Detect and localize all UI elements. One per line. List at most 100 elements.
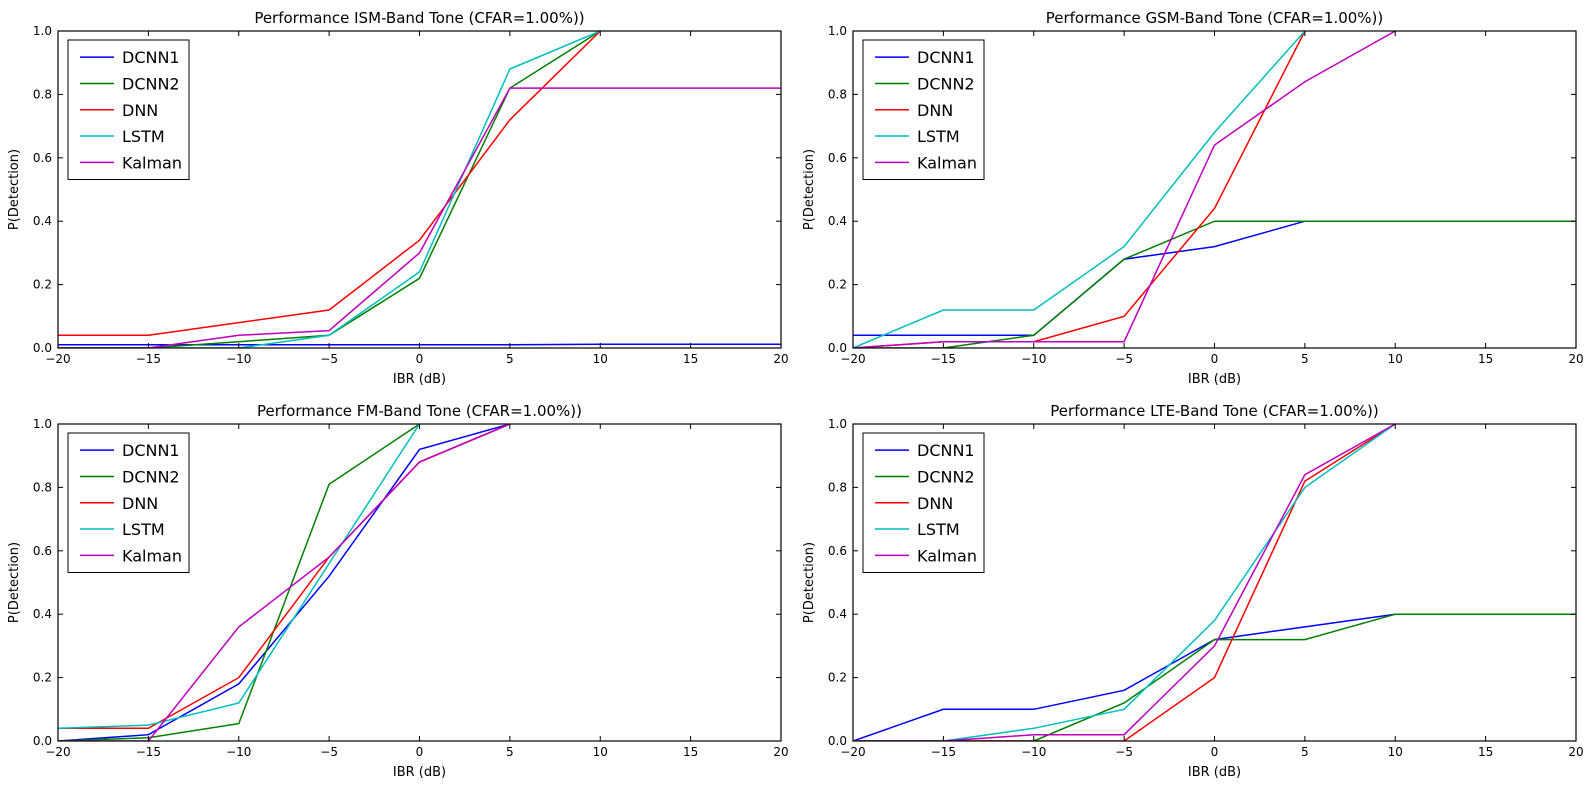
- x-tick-label: 20: [1568, 352, 1583, 366]
- y-tick-label: 0.4: [33, 607, 52, 621]
- legend: DCNN1 DCNN2 DNN LSTM Kalman: [67, 39, 190, 180]
- series-line-dnn: [58, 31, 601, 337]
- x-tick-label: 10: [1388, 745, 1403, 759]
- x-tick-label: −5: [1115, 352, 1133, 366]
- y-tick-label: 0.0: [828, 341, 847, 355]
- legend: DCNN1 DCNN2 DNN LSTM Kalman: [862, 432, 985, 573]
- y-tick-label: 0.0: [33, 734, 52, 748]
- chart-title: Performance GSM-Band Tone (CFAR=1.00%)): [1046, 9, 1384, 27]
- y-tick-label: 1.0: [828, 24, 847, 38]
- x-axis-label: IBR (dB): [1188, 372, 1241, 387]
- y-tick-label: 0.2: [33, 278, 52, 292]
- x-tick-label: −15: [931, 352, 956, 366]
- x-tick-label: 10: [1388, 352, 1403, 366]
- series-line-lstm: [853, 424, 1396, 741]
- series-group: [853, 31, 1576, 348]
- y-tick-label: 0.6: [828, 151, 847, 165]
- x-tick-label: −10: [226, 352, 251, 366]
- series-line-dcnn2: [853, 613, 1576, 741]
- x-tick-label: −5: [320, 352, 338, 366]
- chart-panel-0: Performance ISM-Band Tone (CFAR=1.00%)) −…: [7, 9, 789, 387]
- chart-panel-2: Performance FM-Band Tone (CFAR=1.00%)) −2…: [7, 402, 789, 780]
- legend-label: LSTM: [917, 127, 960, 146]
- legend-label: DCNN2: [122, 467, 180, 486]
- chart-title: Performance LTE-Band Tone (CFAR=1.00%)): [1050, 402, 1378, 420]
- y-tick-label: 0.2: [828, 671, 847, 685]
- chart-title: Performance FM-Band Tone (CFAR=1.00%)): [257, 402, 582, 420]
- series-line-dcnn2: [58, 424, 420, 741]
- y-tick-label: 0.4: [33, 214, 52, 228]
- x-tick-label: 15: [1478, 352, 1493, 366]
- y-tick-label: 1.0: [33, 417, 52, 431]
- x-tick-label: 5: [506, 352, 514, 366]
- series-line-lstm: [58, 424, 421, 730]
- x-tick-label: −20: [45, 745, 70, 759]
- chart-panel-1: Performance GSM-Band Tone (CFAR=1.00%)) −…: [802, 9, 1584, 387]
- series-line-dcnn2: [853, 220, 1576, 348]
- legend-label: DCNN1: [917, 441, 975, 460]
- y-axis-label: P(Detection): [7, 149, 22, 230]
- series-line-lstm: [58, 31, 601, 348]
- legend-label: Kalman: [917, 153, 977, 172]
- series-line-kalman: [853, 424, 1396, 741]
- legend-label: DNN: [122, 101, 158, 120]
- y-axis-label: P(Detection): [802, 149, 817, 230]
- y-tick-label: 0.8: [828, 480, 847, 494]
- x-tick-label: 15: [1478, 745, 1493, 759]
- x-tick-label: 15: [683, 745, 698, 759]
- x-tick-label: −15: [136, 745, 161, 759]
- series-line-kalman: [58, 424, 511, 741]
- y-axis-label: P(Detection): [7, 542, 22, 623]
- x-tick-label: 20: [773, 352, 788, 366]
- legend-label: DNN: [917, 494, 953, 513]
- x-tick-label: −20: [840, 745, 865, 759]
- y-tick-label: 0.6: [33, 151, 52, 165]
- legend: DCNN1 DCNN2 DNN LSTM Kalman: [862, 39, 985, 180]
- y-tick-label: 0.6: [828, 544, 847, 558]
- x-tick-label: −10: [226, 745, 251, 759]
- x-tick-label: 5: [1301, 352, 1309, 366]
- y-tick-label: 0.2: [33, 671, 52, 685]
- y-tick-label: 1.0: [828, 417, 847, 431]
- y-tick-label: 0.8: [33, 480, 52, 494]
- y-axis-label: P(Detection): [802, 542, 817, 623]
- x-tick-label: 10: [593, 745, 608, 759]
- x-tick-label: 0: [1211, 745, 1219, 759]
- legend-label: DCNN2: [917, 467, 975, 486]
- x-tick-label: 10: [593, 352, 608, 366]
- legend-label: DCNN1: [917, 48, 975, 67]
- x-tick-label: 20: [1568, 745, 1583, 759]
- y-tick-label: 1.0: [33, 24, 52, 38]
- legend-label: DCNN1: [122, 48, 180, 67]
- legend-label: LSTM: [122, 127, 165, 146]
- legend-label: Kalman: [122, 546, 182, 565]
- legend-label: Kalman: [917, 546, 977, 565]
- x-tick-label: 5: [1301, 745, 1309, 759]
- x-axis-label: IBR (dB): [1188, 765, 1241, 780]
- y-tick-label: 0.8: [828, 87, 847, 101]
- series-group: [58, 424, 511, 741]
- series-group: [853, 424, 1576, 741]
- legend-label: DCNN1: [122, 441, 180, 460]
- legend-label: DNN: [917, 101, 953, 120]
- x-tick-label: −20: [45, 352, 70, 366]
- series-line-kalman: [853, 31, 1396, 348]
- legend-label: LSTM: [122, 520, 165, 539]
- x-axis-label: IBR (dB): [393, 372, 446, 387]
- y-tick-label: 0.4: [828, 214, 847, 228]
- x-tick-label: −10: [1021, 745, 1046, 759]
- y-tick-label: 0.6: [33, 544, 52, 558]
- chart-panel-3: Performance LTE-Band Tone (CFAR=1.00%)) −…: [802, 402, 1584, 780]
- series-line-kalman: [58, 87, 781, 348]
- x-tick-label: 0: [416, 745, 424, 759]
- x-tick-label: 5: [506, 745, 514, 759]
- chart-title: Performance ISM-Band Tone (CFAR=1.00%)): [254, 9, 584, 27]
- legend: DCNN1 DCNN2 DNN LSTM Kalman: [67, 432, 190, 573]
- y-tick-label: 0.4: [828, 607, 847, 621]
- x-tick-label: −20: [840, 352, 865, 366]
- x-tick-label: 15: [683, 352, 698, 366]
- y-tick-label: 0.8: [33, 87, 52, 101]
- legend-label: DCNN2: [917, 74, 975, 93]
- series-line-lstm: [853, 31, 1306, 348]
